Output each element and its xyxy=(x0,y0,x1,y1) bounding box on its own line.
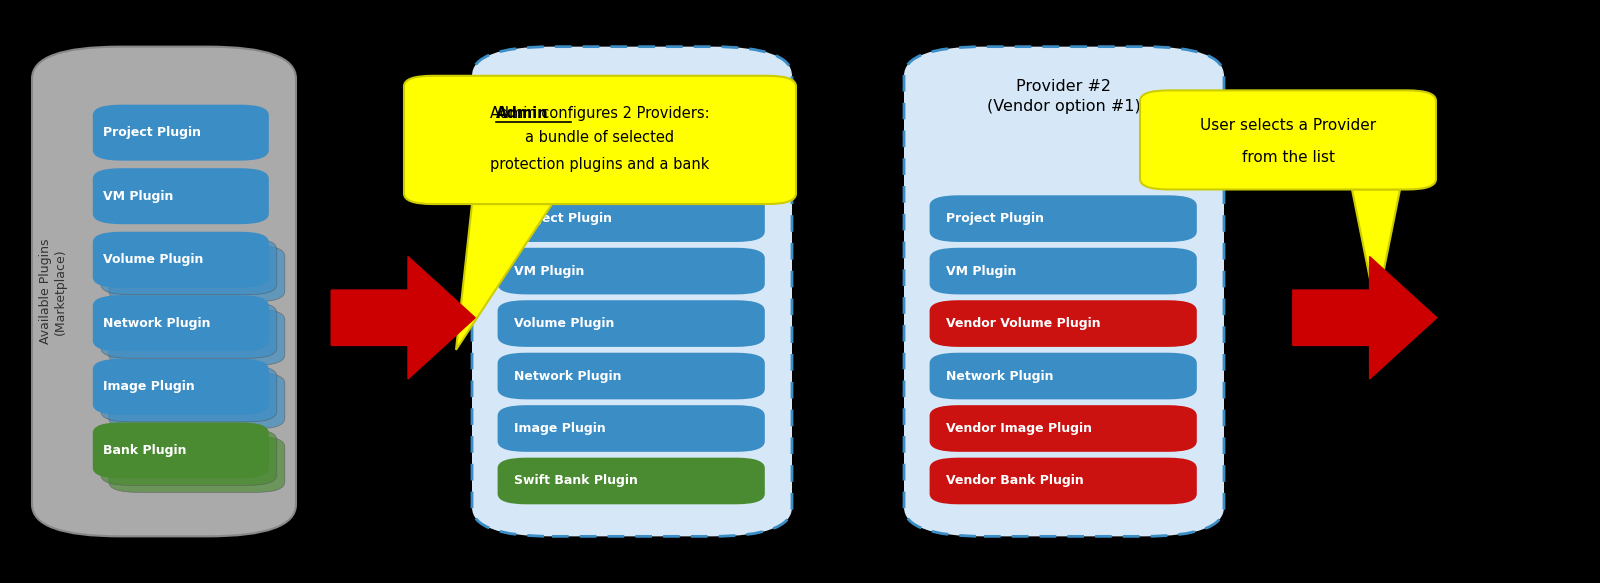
Polygon shape xyxy=(1352,189,1400,309)
FancyBboxPatch shape xyxy=(101,366,277,422)
Text: VM Plugin: VM Plugin xyxy=(946,265,1016,278)
Text: Image Plugin: Image Plugin xyxy=(104,380,195,394)
FancyBboxPatch shape xyxy=(403,76,797,204)
Text: Bank Plugin: Bank Plugin xyxy=(104,444,187,457)
Text: Network Plugin: Network Plugin xyxy=(514,370,621,382)
FancyBboxPatch shape xyxy=(101,303,277,358)
FancyBboxPatch shape xyxy=(930,458,1197,504)
Text: VM Plugin: VM Plugin xyxy=(514,265,584,278)
FancyBboxPatch shape xyxy=(93,359,269,415)
FancyBboxPatch shape xyxy=(930,353,1197,399)
FancyBboxPatch shape xyxy=(93,296,269,351)
FancyBboxPatch shape xyxy=(109,310,285,365)
FancyBboxPatch shape xyxy=(498,458,765,504)
Polygon shape xyxy=(1293,257,1437,379)
FancyBboxPatch shape xyxy=(498,300,765,347)
Text: Network Plugin: Network Plugin xyxy=(946,370,1053,382)
FancyBboxPatch shape xyxy=(101,239,277,295)
FancyBboxPatch shape xyxy=(109,436,285,492)
FancyBboxPatch shape xyxy=(498,195,765,242)
Text: Vendor Bank Plugin: Vendor Bank Plugin xyxy=(946,475,1083,487)
FancyBboxPatch shape xyxy=(930,300,1197,347)
Text: Volume Plugin: Volume Plugin xyxy=(104,253,203,266)
Text: Volume Plugin: Volume Plugin xyxy=(514,317,614,330)
FancyBboxPatch shape xyxy=(472,47,792,536)
FancyBboxPatch shape xyxy=(930,405,1197,452)
Text: Admin: Admin xyxy=(496,106,549,121)
Text: Provider #1
(reference impl.): Provider #1 (reference impl.) xyxy=(565,79,699,114)
Text: protection plugins and a bank: protection plugins and a bank xyxy=(490,157,710,172)
FancyBboxPatch shape xyxy=(498,353,765,399)
FancyBboxPatch shape xyxy=(109,246,285,302)
Text: Network Plugin: Network Plugin xyxy=(104,317,211,330)
Text: Swift Bank Plugin: Swift Bank Plugin xyxy=(514,475,637,487)
Text: Project Plugin: Project Plugin xyxy=(104,126,202,139)
FancyBboxPatch shape xyxy=(93,232,269,288)
FancyBboxPatch shape xyxy=(101,429,277,485)
Text: User selects a Provider: User selects a Provider xyxy=(1200,118,1376,133)
Text: Available Plugins
(Marketplace): Available Plugins (Marketplace) xyxy=(38,239,67,344)
FancyBboxPatch shape xyxy=(93,168,269,224)
Text: Vendor Image Plugin: Vendor Image Plugin xyxy=(946,422,1091,435)
Text: Provider #2
(Vendor option #1): Provider #2 (Vendor option #1) xyxy=(987,79,1141,114)
Text: VM Plugin: VM Plugin xyxy=(104,189,174,203)
FancyBboxPatch shape xyxy=(1139,90,1437,189)
Text: Admin configures 2 Providers:: Admin configures 2 Providers: xyxy=(490,106,710,121)
FancyBboxPatch shape xyxy=(930,195,1197,242)
Text: Project Plugin: Project Plugin xyxy=(946,212,1043,225)
Text: Vendor Volume Plugin: Vendor Volume Plugin xyxy=(946,317,1101,330)
FancyBboxPatch shape xyxy=(93,422,269,478)
Text: Project Plugin: Project Plugin xyxy=(514,212,611,225)
FancyBboxPatch shape xyxy=(93,105,269,160)
Text: Image Plugin: Image Plugin xyxy=(514,422,605,435)
Polygon shape xyxy=(331,257,475,379)
FancyBboxPatch shape xyxy=(498,405,765,452)
FancyBboxPatch shape xyxy=(930,248,1197,294)
FancyBboxPatch shape xyxy=(32,47,296,536)
FancyBboxPatch shape xyxy=(904,47,1224,536)
Text: a bundle of selected: a bundle of selected xyxy=(525,129,675,145)
FancyBboxPatch shape xyxy=(109,373,285,429)
Polygon shape xyxy=(456,204,552,350)
Text: from the list: from the list xyxy=(1242,150,1334,165)
FancyBboxPatch shape xyxy=(498,248,765,294)
